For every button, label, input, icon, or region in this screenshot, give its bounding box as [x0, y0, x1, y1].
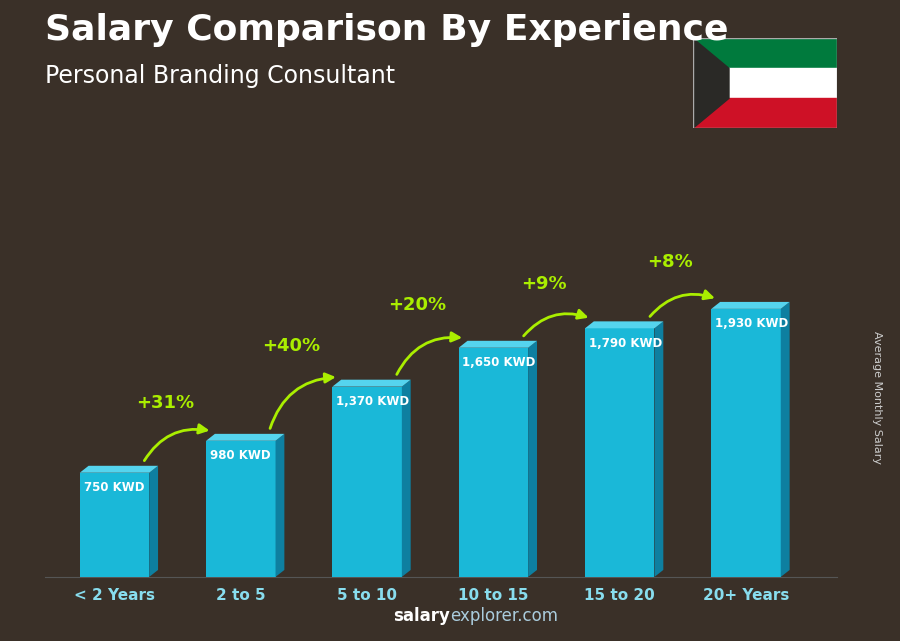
Text: 750 KWD: 750 KWD — [84, 481, 144, 494]
Text: +31%: +31% — [136, 394, 194, 412]
Polygon shape — [80, 466, 158, 473]
Text: +8%: +8% — [647, 253, 693, 271]
Polygon shape — [332, 379, 410, 387]
Text: explorer.com: explorer.com — [450, 607, 558, 625]
Polygon shape — [275, 434, 284, 577]
Text: 1,370 KWD: 1,370 KWD — [337, 395, 410, 408]
Text: 1,650 KWD: 1,650 KWD — [463, 356, 536, 369]
Polygon shape — [332, 387, 401, 577]
Polygon shape — [80, 473, 149, 577]
Polygon shape — [206, 434, 284, 441]
Text: Salary Comparison By Experience: Salary Comparison By Experience — [45, 13, 728, 47]
Polygon shape — [781, 302, 789, 577]
Text: 980 KWD: 980 KWD — [210, 449, 271, 462]
Polygon shape — [585, 328, 654, 577]
Text: +9%: +9% — [521, 275, 567, 293]
Polygon shape — [711, 302, 789, 309]
Text: +40%: +40% — [262, 337, 320, 355]
Polygon shape — [459, 347, 528, 577]
Bar — [693, 38, 837, 69]
Polygon shape — [711, 309, 781, 577]
Polygon shape — [401, 379, 410, 577]
Polygon shape — [654, 321, 663, 577]
Text: Average Monthly Salary: Average Monthly Salary — [872, 331, 883, 464]
Polygon shape — [206, 441, 275, 577]
Polygon shape — [528, 341, 537, 577]
Polygon shape — [459, 341, 537, 347]
Polygon shape — [149, 466, 158, 577]
Text: +20%: +20% — [389, 296, 446, 314]
Bar — [693, 98, 837, 128]
Text: 1,790 KWD: 1,790 KWD — [589, 337, 662, 349]
Polygon shape — [585, 321, 663, 328]
Text: salary: salary — [393, 607, 450, 625]
Polygon shape — [693, 38, 729, 128]
Bar — [693, 69, 837, 98]
Text: Personal Branding Consultant: Personal Branding Consultant — [45, 64, 395, 88]
Text: 1,930 KWD: 1,930 KWD — [716, 317, 788, 330]
